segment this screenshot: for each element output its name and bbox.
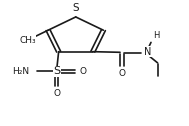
Text: H₂N: H₂N bbox=[12, 67, 29, 76]
Text: O: O bbox=[79, 67, 86, 76]
Text: S: S bbox=[72, 3, 79, 13]
Text: H: H bbox=[153, 31, 159, 40]
Text: O: O bbox=[53, 89, 60, 98]
Text: S: S bbox=[53, 67, 60, 76]
Text: O: O bbox=[119, 69, 125, 78]
Text: CH₃: CH₃ bbox=[19, 36, 36, 45]
Text: N: N bbox=[144, 47, 152, 57]
